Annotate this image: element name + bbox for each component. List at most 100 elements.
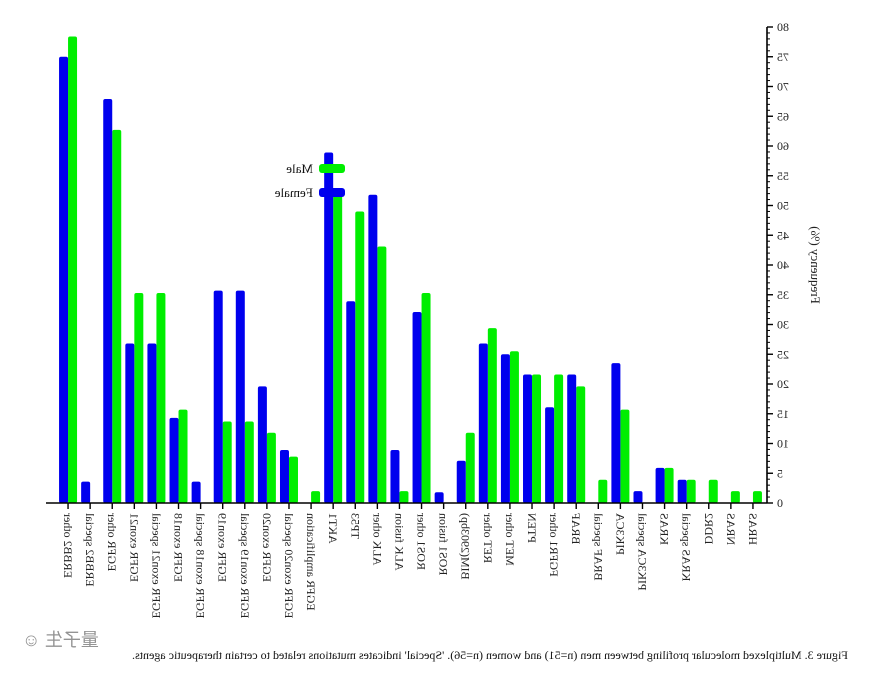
bar-male — [68, 36, 78, 504]
bar-female — [456, 460, 466, 503]
x-category-label: EGFR other — [105, 513, 119, 571]
x-category-label: DDR2 — [702, 513, 716, 544]
y-tick-label: 30 — [777, 318, 789, 332]
y-tick-label: 60 — [777, 139, 789, 153]
bar-male — [156, 292, 166, 503]
x-category-label: EGFR exon19 special — [238, 512, 252, 618]
y-tick-label: 0 — [777, 496, 783, 510]
x-category-label: EGFR exon18 — [172, 513, 186, 582]
bar-female — [324, 152, 334, 504]
y-tick-label: 40 — [777, 258, 789, 272]
bar-male — [311, 491, 321, 503]
x-category-label: EGFR exon20 — [260, 513, 274, 582]
x-category-label: ROS1 other — [415, 513, 429, 570]
x-category-label: HRAS — [746, 513, 760, 545]
bar-male — [509, 351, 519, 503]
bar-male — [664, 467, 674, 503]
y-tick-label: 5 — [777, 466, 783, 480]
y-tick-label: 80 — [777, 20, 789, 34]
bar-male — [532, 374, 542, 503]
bar-male — [288, 456, 298, 503]
bar-male — [576, 386, 586, 503]
bar-male — [377, 246, 387, 503]
y-tick-label: 25 — [777, 347, 789, 361]
bar-male — [421, 292, 431, 503]
y-tick-label: 45 — [777, 228, 789, 242]
legend-swatch-male — [319, 164, 345, 173]
x-category-label: BIM(2903bp) — [459, 513, 473, 580]
bar-male — [686, 479, 696, 503]
legend: Male Female — [275, 161, 345, 200]
bar-female — [235, 290, 245, 503]
bar-female — [567, 374, 577, 503]
bar-male — [333, 188, 343, 503]
x-category-label: TP53 — [348, 513, 362, 539]
bar-female — [257, 386, 267, 503]
x-category-label: AKT1 — [326, 513, 340, 544]
bar-female — [390, 450, 400, 503]
x-category-label: EGFR exon21 special — [149, 512, 163, 618]
x-category-label: ALK fusion — [392, 513, 406, 571]
bar-male — [134, 292, 144, 503]
bar-female — [412, 312, 422, 503]
y-tick-label: 70 — [777, 80, 789, 94]
y-tick-label: 50 — [777, 199, 789, 213]
bar-female — [81, 481, 91, 503]
x-category-label: PIK3CA special — [635, 512, 649, 590]
x-category-label: EGFR amplification — [304, 513, 318, 611]
y-tick-label: 35 — [777, 288, 789, 302]
x-category-label: KRAS — [658, 513, 672, 545]
bar-male — [266, 432, 276, 503]
bar-female — [545, 407, 555, 503]
y-tick-label: 55 — [777, 169, 789, 183]
bar-female — [478, 343, 488, 503]
x-category-label: FGFR1 other — [547, 513, 561, 577]
x-category-label: PIK3CA — [613, 513, 627, 555]
figure-caption: Figure 3. Multiplexed molecular profilin… — [132, 648, 848, 662]
bar-female — [213, 290, 223, 503]
bar-female — [434, 492, 444, 503]
x-category-label: EGFR exon20 special — [282, 512, 296, 618]
x-category-label: ALK other — [370, 513, 384, 565]
bar-male — [399, 491, 409, 503]
bar-male — [112, 129, 122, 503]
bar-male — [620, 409, 630, 503]
bar-female — [191, 481, 201, 503]
x-category-label: ROS1 fusion — [437, 513, 451, 575]
bar-female — [279, 450, 289, 503]
watermark-logo: 量子生 ☺ — [22, 630, 99, 650]
y-tick-label: 10 — [777, 437, 789, 451]
bar-male — [598, 479, 608, 503]
bar-female — [368, 194, 378, 504]
bar-male — [730, 491, 740, 503]
bar-female — [655, 467, 665, 503]
x-category-label: BRAF — [569, 513, 583, 545]
bars-group — [59, 36, 762, 504]
x-category-label: MET other — [503, 513, 517, 566]
y-ticks: 0 5 10 15 20 25 30 35 40 45 50 55 60 65 70 75 80 — [767, 20, 789, 510]
x-category-label: ERBB2 other — [61, 513, 75, 578]
y-tick-label: 15 — [777, 407, 789, 421]
y-tick-label: 65 — [777, 109, 789, 123]
bar-female — [125, 343, 135, 503]
bar-female — [147, 343, 157, 503]
bar-male — [487, 328, 497, 503]
bar-male — [244, 421, 254, 503]
bar-male — [355, 211, 365, 503]
bar-female — [523, 374, 533, 503]
bar-female — [346, 301, 356, 503]
x-category-label: NRAS — [724, 513, 738, 545]
x-category-label: EGFR exon18 special — [194, 512, 208, 618]
bar-female — [169, 417, 179, 503]
bar-female — [103, 98, 113, 504]
x-ticks: HRAS NRAS DDR2 KRAS special KRAS PIK3CA speci… — [61, 503, 760, 618]
bar-female — [611, 363, 621, 503]
bar-male — [178, 409, 188, 503]
x-category-label: KRAS special — [680, 512, 694, 581]
x-category-label: PTEN — [525, 513, 539, 543]
y-tick-label: 75 — [777, 50, 789, 64]
x-category-label: BRAF special — [591, 512, 605, 580]
y-tick-label: 20 — [777, 377, 789, 391]
